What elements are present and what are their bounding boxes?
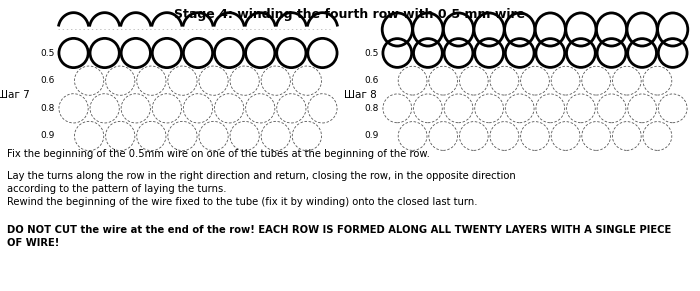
Text: Шаг 8: Шаг 8	[344, 90, 377, 100]
Text: 0.8: 0.8	[365, 104, 379, 113]
Text: 0.9: 0.9	[365, 132, 379, 141]
Text: DO NOT CUT the wire at the end of the row! EACH ROW IS FORMED ALONG ALL TWENTY L: DO NOT CUT the wire at the end of the ro…	[7, 225, 671, 235]
Text: Lay the turns along the row in the right direction and return, closing the row, : Lay the turns along the row in the right…	[7, 171, 516, 181]
Text: Rewind the beginning of the wire fixed to the tube (fix it by winding) onto the : Rewind the beginning of the wire fixed t…	[7, 197, 477, 207]
Text: Шаг 7: Шаг 7	[0, 90, 30, 100]
Text: 0.6: 0.6	[365, 76, 379, 85]
Text: 0.8: 0.8	[41, 104, 55, 113]
Text: 0.5: 0.5	[365, 49, 379, 58]
Text: according to the pattern of laying the turns.: according to the pattern of laying the t…	[7, 184, 227, 194]
Text: Stage 4: winding the fourth row with 0.5 mm wire: Stage 4: winding the fourth row with 0.5…	[174, 8, 526, 21]
Text: Fix the beginning of the 0.5mm wire on one of the tubes at the beginning of the : Fix the beginning of the 0.5mm wire on o…	[7, 149, 430, 159]
Text: 0.9: 0.9	[41, 132, 55, 141]
Text: 0.6: 0.6	[41, 76, 55, 85]
Text: 0.5: 0.5	[41, 49, 55, 58]
Text: OF WIRE!: OF WIRE!	[7, 239, 60, 249]
